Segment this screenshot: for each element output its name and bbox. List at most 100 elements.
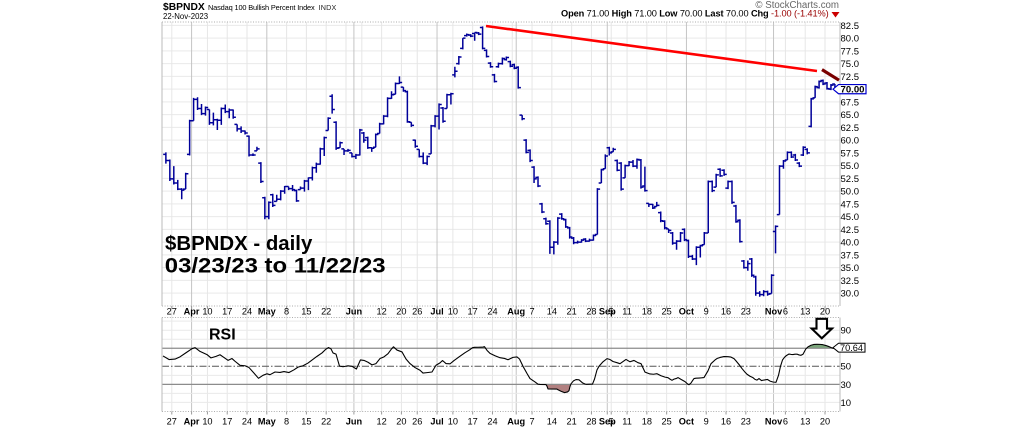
svg-text:26: 26 bbox=[412, 307, 422, 317]
svg-text:37.5: 37.5 bbox=[841, 250, 860, 261]
svg-text:11: 11 bbox=[622, 307, 632, 317]
svg-text:Jun: Jun bbox=[346, 417, 363, 427]
svg-text:10: 10 bbox=[841, 398, 852, 409]
svg-text:22: 22 bbox=[321, 417, 331, 427]
svg-text:30.0: 30.0 bbox=[841, 289, 860, 300]
svg-text:27: 27 bbox=[167, 307, 177, 317]
svg-text:70.64: 70.64 bbox=[840, 343, 863, 353]
svg-text:9: 9 bbox=[704, 417, 709, 427]
svg-text:Aug: Aug bbox=[507, 307, 525, 317]
svg-text:Apr: Apr bbox=[184, 417, 200, 427]
svg-text:13: 13 bbox=[800, 417, 810, 427]
svg-text:7: 7 bbox=[529, 307, 534, 317]
svg-text:7: 7 bbox=[529, 417, 534, 427]
svg-text:$BPNDX - daily: $BPNDX - daily bbox=[165, 233, 313, 255]
svg-text:82.5: 82.5 bbox=[841, 21, 860, 32]
svg-text:10: 10 bbox=[202, 417, 212, 427]
svg-text:24: 24 bbox=[242, 307, 252, 317]
svg-text:21: 21 bbox=[567, 417, 577, 427]
svg-text:Oct: Oct bbox=[679, 417, 694, 427]
svg-text:45.0: 45.0 bbox=[841, 212, 860, 223]
svg-text:40.0: 40.0 bbox=[841, 238, 860, 249]
svg-text:28: 28 bbox=[586, 417, 596, 427]
svg-text:42.5: 42.5 bbox=[841, 225, 860, 236]
svg-text:Open 71.00 High 71.00 Low 70.0: Open 71.00 High 71.00 Low 70.00 Last 70.… bbox=[561, 9, 829, 19]
svg-text:Oct: Oct bbox=[679, 307, 694, 317]
svg-text:15: 15 bbox=[301, 307, 311, 317]
svg-text:23: 23 bbox=[741, 307, 751, 317]
svg-text:24: 24 bbox=[242, 417, 252, 427]
svg-text:10: 10 bbox=[448, 307, 458, 317]
svg-text:17: 17 bbox=[222, 417, 232, 427]
svg-text:© StockCharts.com: © StockCharts.com bbox=[755, 0, 839, 11]
svg-text:6: 6 bbox=[783, 417, 788, 427]
svg-text:RSI: RSI bbox=[209, 327, 236, 344]
svg-text:10: 10 bbox=[448, 417, 458, 427]
svg-text:20: 20 bbox=[820, 417, 830, 427]
svg-text:12: 12 bbox=[377, 417, 387, 427]
svg-text:Jul: Jul bbox=[430, 417, 443, 427]
svg-text:20: 20 bbox=[396, 417, 406, 427]
svg-text:62.5: 62.5 bbox=[841, 123, 860, 134]
svg-text:52.5: 52.5 bbox=[841, 174, 860, 185]
svg-text:14: 14 bbox=[547, 417, 557, 427]
svg-text:16: 16 bbox=[721, 417, 731, 427]
svg-text:70.00: 70.00 bbox=[841, 85, 865, 96]
svg-text:27: 27 bbox=[167, 417, 177, 427]
svg-text:22-Nov-2023: 22-Nov-2023 bbox=[163, 12, 208, 21]
svg-text:18: 18 bbox=[642, 417, 652, 427]
svg-text:17: 17 bbox=[468, 307, 478, 317]
svg-text:Jun: Jun bbox=[346, 307, 363, 317]
svg-text:22: 22 bbox=[321, 307, 331, 317]
svg-text:Sep: Sep bbox=[599, 307, 616, 317]
svg-text:Sep: Sep bbox=[599, 417, 616, 427]
svg-text:75.0: 75.0 bbox=[841, 59, 860, 70]
svg-text:6: 6 bbox=[783, 307, 788, 317]
svg-text:32.5: 32.5 bbox=[841, 276, 860, 287]
svg-text:Apr: Apr bbox=[184, 307, 200, 317]
svg-text:INDX: INDX bbox=[319, 3, 337, 12]
svg-text:65.0: 65.0 bbox=[841, 110, 860, 121]
svg-text:8: 8 bbox=[284, 307, 289, 317]
svg-text:23: 23 bbox=[741, 417, 751, 427]
svg-text:Nasdaq 100 Bullish Percent Ind: Nasdaq 100 Bullish Percent Index bbox=[208, 3, 315, 12]
svg-text:72.5: 72.5 bbox=[841, 72, 860, 83]
svg-text:35.0: 35.0 bbox=[841, 263, 860, 274]
svg-text:47.5: 47.5 bbox=[841, 199, 860, 210]
svg-text:Nov: Nov bbox=[765, 307, 783, 317]
svg-text:17: 17 bbox=[222, 307, 232, 317]
svg-text:5: 5 bbox=[609, 417, 614, 427]
svg-text:16: 16 bbox=[721, 307, 731, 317]
svg-text:12: 12 bbox=[377, 307, 387, 317]
svg-text:May: May bbox=[258, 417, 277, 427]
svg-text:$BPNDX: $BPNDX bbox=[163, 2, 205, 13]
svg-text:11: 11 bbox=[622, 417, 632, 427]
svg-text:17: 17 bbox=[468, 417, 478, 427]
svg-text:90: 90 bbox=[841, 326, 852, 337]
svg-text:57.5: 57.5 bbox=[841, 148, 860, 159]
svg-text:25: 25 bbox=[662, 417, 672, 427]
svg-text:5: 5 bbox=[609, 307, 614, 317]
svg-text:50.0: 50.0 bbox=[841, 187, 860, 198]
svg-text:13: 13 bbox=[800, 307, 810, 317]
svg-text:25: 25 bbox=[662, 307, 672, 317]
svg-text:26: 26 bbox=[412, 417, 422, 427]
svg-text:55.0: 55.0 bbox=[841, 161, 860, 172]
svg-text:Jul: Jul bbox=[430, 307, 443, 317]
svg-text:03/23/23 to 11/22/23: 03/23/23 to 11/22/23 bbox=[165, 255, 386, 278]
svg-text:80.0: 80.0 bbox=[841, 34, 860, 45]
svg-text:18: 18 bbox=[642, 307, 652, 317]
svg-text:Aug: Aug bbox=[507, 417, 525, 427]
svg-text:30: 30 bbox=[841, 380, 852, 391]
svg-text:15: 15 bbox=[301, 417, 311, 427]
svg-text:60.0: 60.0 bbox=[841, 136, 860, 147]
svg-text:May: May bbox=[258, 307, 277, 317]
svg-text:21: 21 bbox=[567, 307, 577, 317]
svg-text:50: 50 bbox=[841, 362, 852, 373]
svg-text:10: 10 bbox=[202, 307, 212, 317]
svg-text:20: 20 bbox=[820, 307, 830, 317]
svg-text:67.5: 67.5 bbox=[841, 97, 860, 108]
svg-text:77.5: 77.5 bbox=[841, 46, 860, 57]
svg-text:28: 28 bbox=[586, 307, 596, 317]
svg-text:Nov: Nov bbox=[765, 417, 783, 427]
